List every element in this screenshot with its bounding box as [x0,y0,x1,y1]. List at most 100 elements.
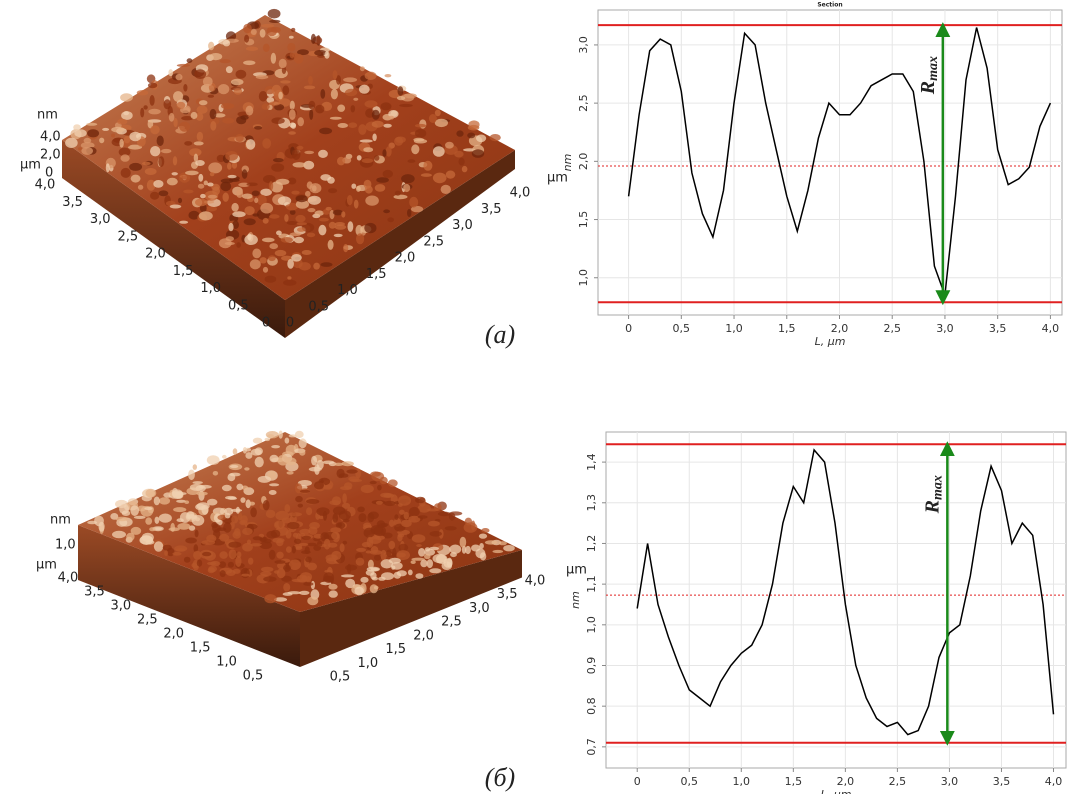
surface-texture [244,218,256,225]
surface-texture [150,125,159,134]
surface-texture [460,537,467,548]
surface-texture [252,191,260,197]
axis-tick-label: 0,5 [330,670,351,685]
surface-texture [197,106,208,114]
surface-texture [295,546,302,550]
surface-texture [348,221,354,232]
surface-texture [304,86,315,90]
surface-texture [412,534,426,543]
surface-texture [328,240,334,250]
axis-tick-label: 1,0 [216,655,237,670]
surface-texture [250,507,257,517]
panel-caption: (б) [485,763,515,792]
axis-tick-label: 2,5 [137,613,158,628]
surface-texture [371,546,378,554]
surface-texture [445,526,457,530]
surface-texture [359,513,367,522]
surface-texture [378,577,386,581]
surface-texture [292,149,301,160]
surface-texture [446,171,456,179]
surface-texture [329,500,340,505]
surface-texture [397,96,405,100]
axis-tick-label: 2,5 [441,615,462,630]
panel-caption: (а) [485,320,515,349]
surface-texture [81,147,93,155]
surface-texture [354,200,359,209]
surface-texture [468,120,479,129]
surface-texture [131,527,142,535]
surface-texture [237,552,242,558]
surface-texture [271,163,284,172]
surface-texture [331,89,338,100]
surface-texture [117,119,127,125]
surface-texture [305,191,311,197]
surface-texture [200,194,206,198]
surface-texture [246,106,254,116]
surface-texture [398,503,403,507]
surface-texture [258,476,271,483]
surface-texture [274,560,285,564]
surface-texture [220,570,226,577]
surface-texture [467,133,475,139]
surface-texture [433,146,445,157]
surface-texture [295,496,303,502]
surface-texture [208,566,217,573]
x-tick-label: 4,0 [1042,322,1060,335]
surface-texture [449,545,461,554]
y-tick-label: 0,9 [585,657,598,675]
page: {"chart_data":[ {"type":"line","title":"… [0,0,1067,794]
axis-tick-label: 4,0 [525,574,546,589]
surface-texture [150,95,155,106]
surface-texture [334,234,343,237]
axis-tick-label: 1,5 [173,264,194,279]
x-tick-label: 0,5 [681,775,699,788]
surface-texture [289,109,296,120]
z-tick-label: 0 [45,166,53,181]
surface-texture [309,183,321,193]
x-axis-label: L, μm [821,788,852,794]
surface-texture [210,121,216,131]
y-tick-label: 1,4 [585,453,598,471]
axis-tick-label: 4,0 [58,571,79,586]
surface-texture [365,196,379,206]
surface-texture [394,137,403,146]
surface-texture [263,44,270,52]
surface-texture [299,529,310,535]
surface-texture [415,129,426,138]
surface-texture [421,173,432,177]
surface-texture [339,473,349,477]
surface-texture [269,20,280,23]
surface-texture [404,93,417,98]
axis-tick-label: 1,5 [385,642,406,657]
surface-texture [274,521,285,528]
surface-texture [355,587,364,596]
surface-texture [430,531,442,537]
surface-texture [231,79,244,85]
surface-texture [228,562,234,568]
surface-texture [174,118,178,127]
surface-texture [353,98,358,101]
surface-texture [382,149,386,157]
surface-texture [409,507,420,517]
surface-texture [287,43,295,52]
axis-unit: μm [547,171,568,186]
surface-texture [423,161,432,171]
x-tick-label: 2,5 [883,322,901,335]
surface-texture [255,457,264,468]
surface-texture [315,105,324,114]
surface-texture [298,504,303,508]
surface-texture [415,124,426,128]
surface-texture [363,523,371,529]
surface-texture [235,134,243,142]
surface-texture [184,141,192,146]
surface-texture [124,136,131,143]
surface-texture [290,232,302,236]
surface-texture [168,69,173,76]
surface-texture [234,88,242,94]
rmax-subscript: max [931,475,946,500]
surface-texture [120,93,133,101]
surface-texture [268,9,281,19]
surface-texture [231,516,238,524]
surface-texture [140,108,144,118]
surface-texture [253,536,263,540]
